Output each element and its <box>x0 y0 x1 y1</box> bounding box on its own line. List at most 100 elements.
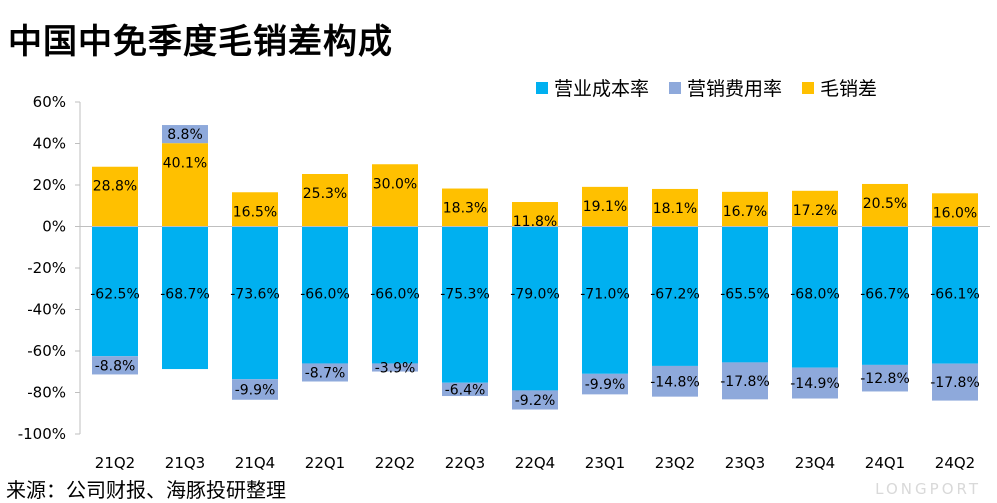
y-tick-label: -80% <box>27 384 66 402</box>
data-label-margin: 19.1% <box>583 199 627 215</box>
legend-label-margin: 毛销差 <box>820 78 878 100</box>
data-label-margin: 18.3% <box>443 201 487 217</box>
bar-margin <box>932 193 978 227</box>
y-tick-label: -40% <box>27 301 66 319</box>
data-label-margin: 16.0% <box>933 205 977 221</box>
x-tick-label: 22Q4 <box>515 454 555 472</box>
bar-cost <box>302 226 348 364</box>
data-label-margin: 16.5% <box>233 204 277 220</box>
bar-margin <box>862 183 908 227</box>
x-tick-label: 23Q2 <box>655 454 695 472</box>
data-label-margin: 30.0% <box>373 176 417 192</box>
y-tick-label: 20% <box>33 176 66 194</box>
data-label-cost: -66.0% <box>370 287 420 303</box>
chart-legend: 营业成本率 营销费用率 毛销差 <box>536 74 877 101</box>
data-label-cost: -65.5% <box>720 287 770 303</box>
y-tick-label: -20% <box>27 259 66 277</box>
bar-selling <box>862 364 908 392</box>
bar-selling <box>652 365 698 397</box>
bar-cost <box>442 226 488 383</box>
bar-selling <box>232 379 278 400</box>
data-label-cost: -66.0% <box>300 287 350 303</box>
bar-cost <box>92 226 138 357</box>
bar-selling <box>302 363 348 382</box>
bar-margin <box>162 143 208 227</box>
bar-selling <box>92 356 138 375</box>
bar-cost <box>512 226 558 391</box>
data-label-cost: -62.5% <box>90 287 140 303</box>
bar-selling <box>792 367 838 399</box>
x-tick-label: 23Q3 <box>725 454 765 472</box>
bar-selling <box>162 125 208 144</box>
x-tick-label: 22Q2 <box>375 454 415 472</box>
data-label-selling: 8.8% <box>167 127 203 143</box>
data-label-selling: -9.9% <box>585 377 626 393</box>
data-label-margin: 40.1% <box>163 155 207 171</box>
data-label-cost: -75.3% <box>440 287 490 303</box>
bar-cost <box>232 226 278 380</box>
data-label-selling: -12.8% <box>860 371 910 387</box>
x-tick-label: 21Q3 <box>165 454 205 472</box>
bar-cost <box>932 226 978 364</box>
data-label-selling: -6.4% <box>445 382 486 398</box>
data-label-cost: -66.7% <box>860 287 910 303</box>
bar-margin <box>372 164 418 227</box>
data-label-selling: -17.8% <box>720 374 770 390</box>
x-tick-label: 22Q3 <box>445 454 485 472</box>
data-label-margin: 25.3% <box>303 186 347 202</box>
y-tick-label: 0% <box>42 218 66 236</box>
data-label-margin: 28.8% <box>93 179 137 195</box>
legend-swatch-cost <box>536 81 548 94</box>
x-tick-label: 23Q4 <box>795 454 835 472</box>
x-tick-label: 24Q1 <box>865 454 905 472</box>
data-label-margin: 18.1% <box>653 201 697 217</box>
data-label-cost: -71.0% <box>580 287 630 303</box>
data-label-selling: -14.9% <box>790 376 840 392</box>
bar-margin <box>442 188 488 227</box>
data-label-cost: -68.7% <box>160 287 210 303</box>
data-label-cost: -67.2% <box>650 287 700 303</box>
data-label-selling: -9.9% <box>235 382 276 398</box>
bar-margin <box>722 191 768 227</box>
x-tick-label: 21Q4 <box>235 454 275 472</box>
bar-selling <box>722 362 768 400</box>
bar-cost <box>792 226 838 368</box>
bar-selling <box>582 373 628 395</box>
data-label-cost: -66.1% <box>930 287 980 303</box>
data-label-cost: -68.0% <box>790 287 840 303</box>
bar-margin <box>92 166 138 227</box>
data-label-cost: -79.0% <box>510 287 560 303</box>
data-label-margin: 16.7% <box>723 204 767 220</box>
data-label-margin: 11.8% <box>513 214 557 230</box>
x-tick-label: 23Q1 <box>585 454 625 472</box>
data-label-selling: -8.8% <box>95 358 136 374</box>
bar-margin <box>512 202 558 227</box>
bar-margin <box>582 186 628 227</box>
source-note: 来源：公司财报、海豚投研整理 <box>6 478 286 502</box>
legend-item-cost: 营业成本率 <box>536 74 649 101</box>
bar-margin <box>302 174 348 227</box>
data-label-selling: -8.7% <box>305 365 346 381</box>
x-tick-label: 24Q2 <box>935 454 975 472</box>
x-tick-label: 22Q1 <box>305 454 345 472</box>
watermark-text: LONGPORT <box>875 480 981 498</box>
bar-selling <box>442 382 488 397</box>
data-label-cost: -73.6% <box>230 287 280 303</box>
bar-margin <box>652 188 698 227</box>
bar-margin <box>792 190 838 227</box>
legend-item-margin: 毛销差 <box>802 74 877 101</box>
chart-title: 中国中免季度毛销差构成 <box>8 22 393 62</box>
bar-margin <box>232 192 278 227</box>
legend-item-selling: 营销费用率 <box>669 74 782 101</box>
y-tick-label: -60% <box>27 342 66 360</box>
y-tick-label: -100% <box>18 425 66 443</box>
bar-cost <box>162 226 208 370</box>
y-tick-label: 40% <box>33 135 66 153</box>
bar-cost <box>862 226 908 365</box>
bar-cost <box>652 226 698 366</box>
data-label-margin: 17.2% <box>793 203 837 219</box>
y-tick-label: 60% <box>33 93 66 111</box>
legend-swatch-margin <box>802 81 815 94</box>
data-label-selling: -3.9% <box>375 360 416 376</box>
